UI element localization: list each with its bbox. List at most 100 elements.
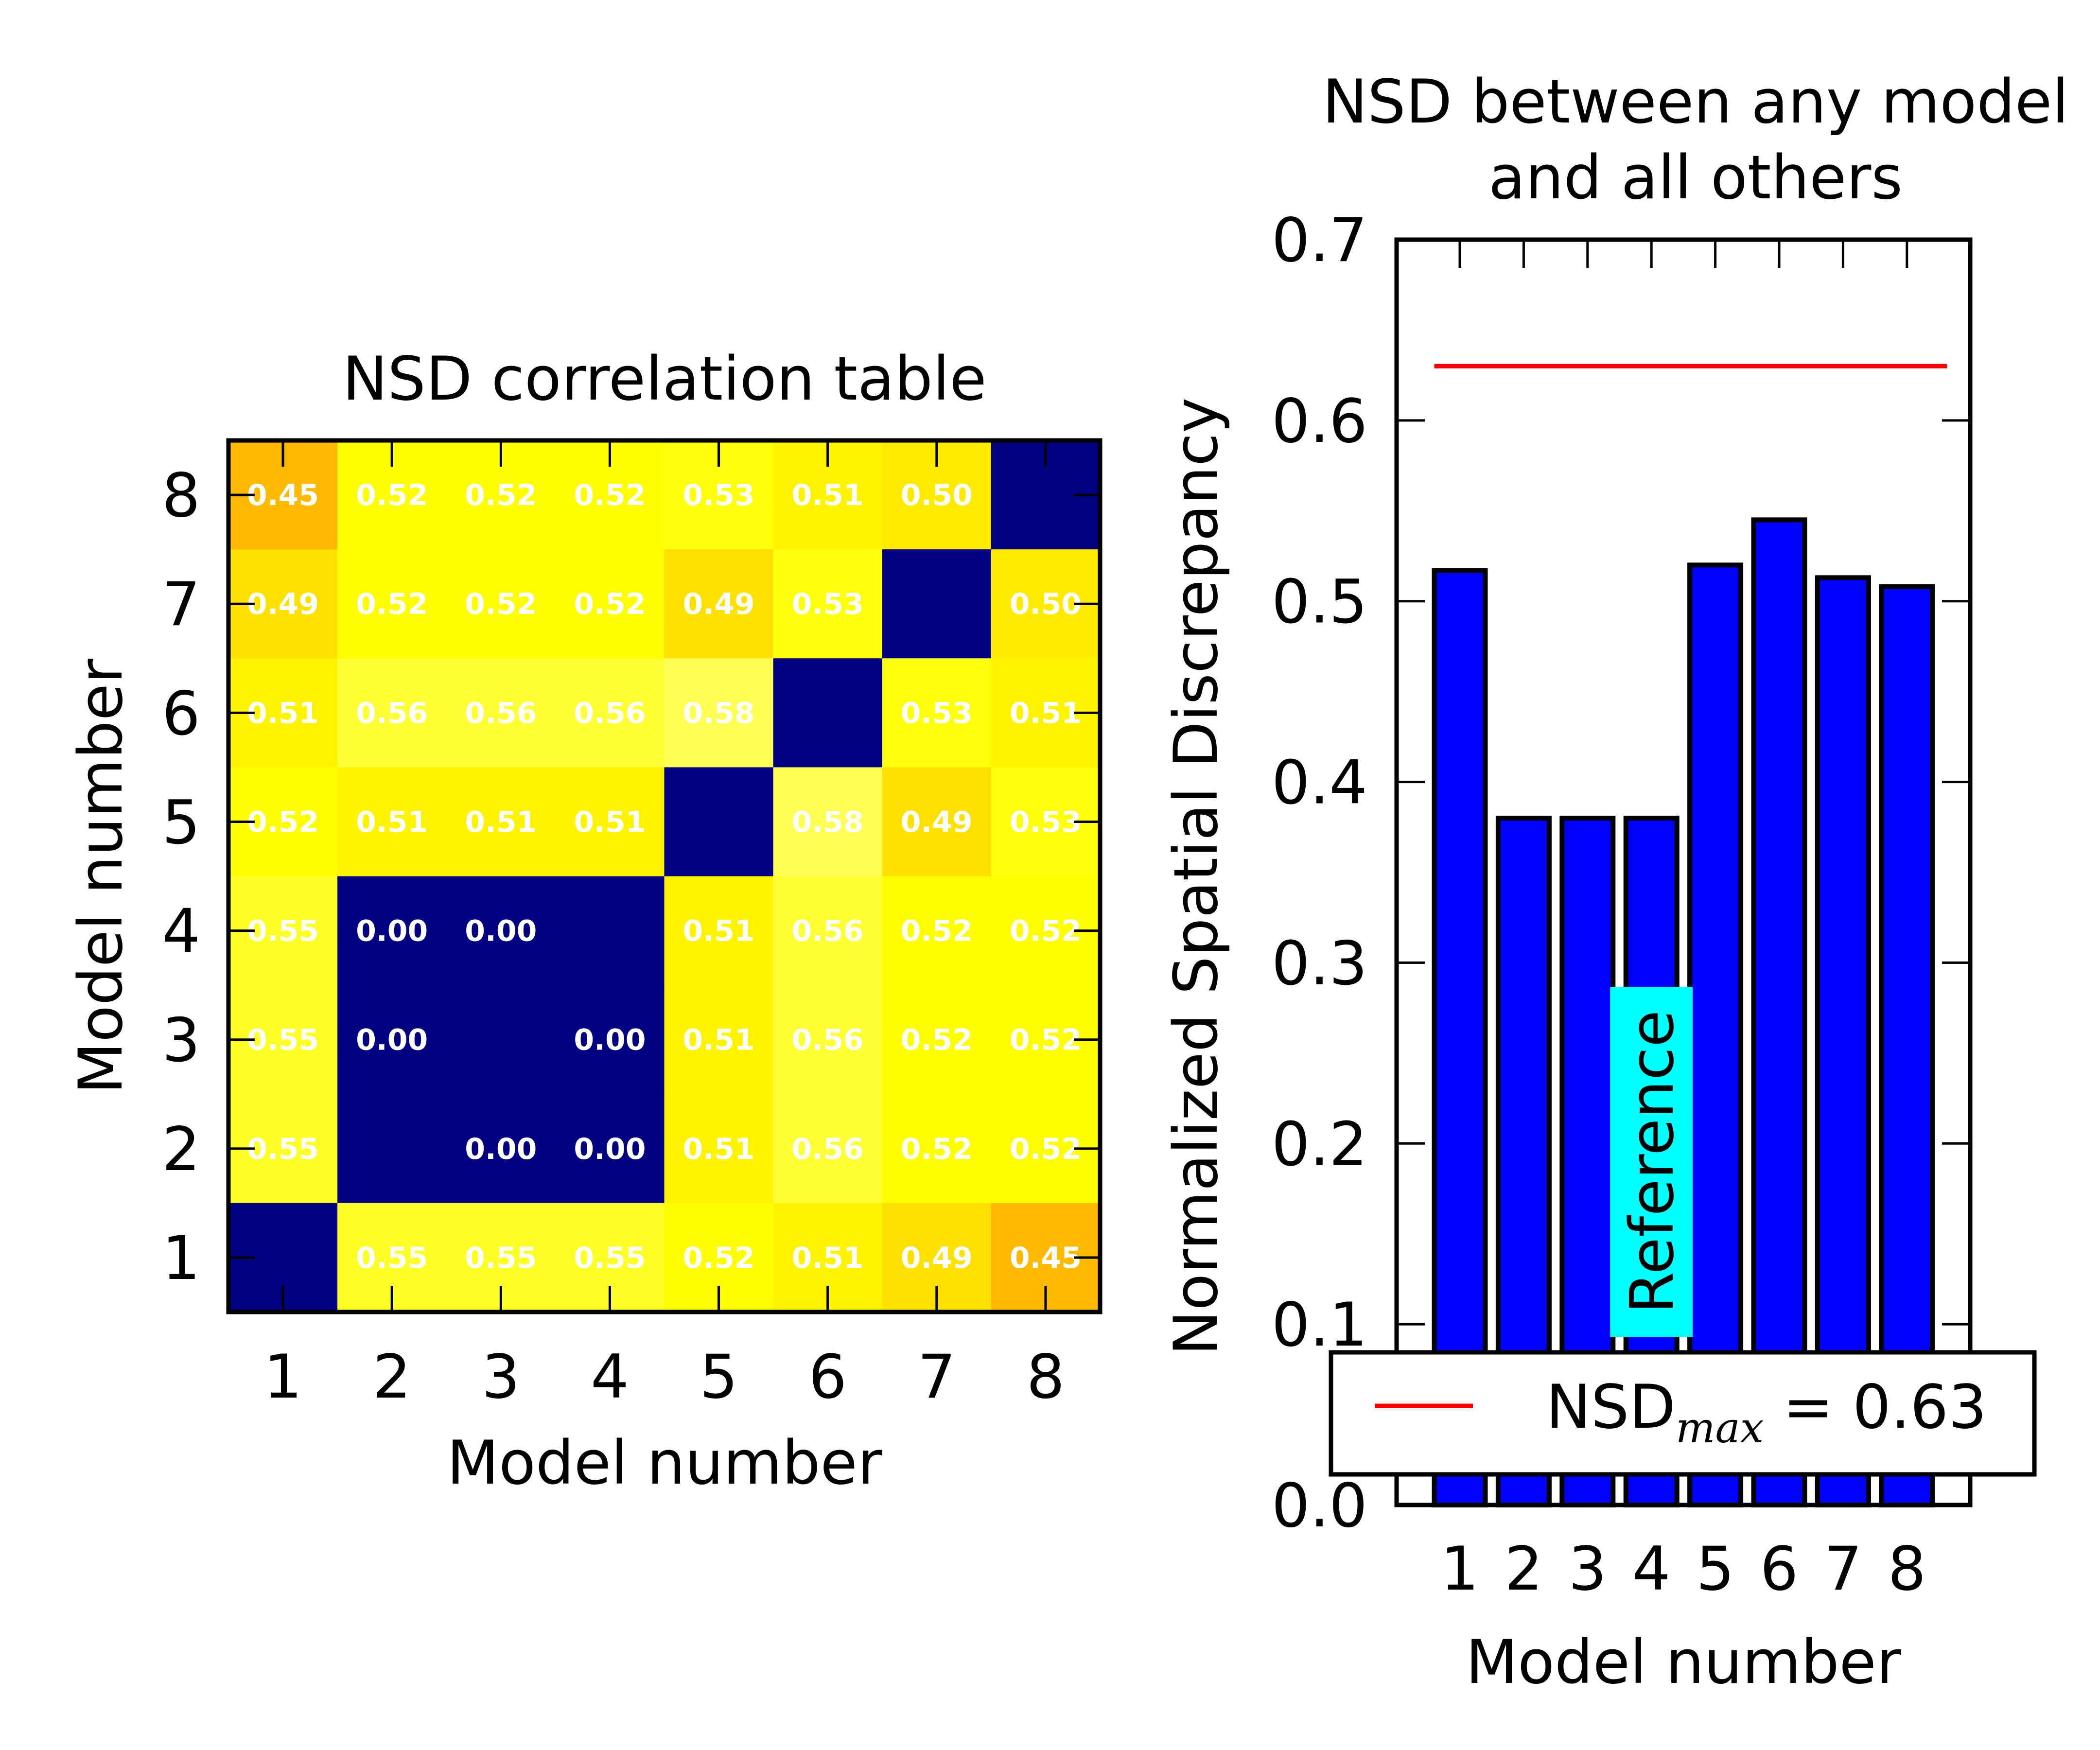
legend-subscript: max [1676, 1404, 1764, 1452]
heatmap-xtick-label: 6 [808, 1342, 847, 1412]
heatmap-xtick-label: 1 [264, 1342, 302, 1412]
bar-ytick-label: 0.1 [1272, 1290, 1367, 1360]
bar-ytick-label: 0.5 [1272, 567, 1367, 637]
heatmap-cell-label: 0.45 [1010, 1241, 1082, 1275]
bar-ytick-label: 0.7 [1272, 206, 1367, 276]
bar-title-line-1: NSD between any model [1322, 67, 2068, 137]
heatmap-cell-label: 0.56 [574, 696, 646, 730]
heatmap-cell-label: 0.53 [1010, 805, 1082, 839]
heatmap-cell-label: 0.00 [574, 1023, 646, 1057]
heatmap-cell-label: 0.49 [901, 805, 973, 839]
heatmap-cell-label: 0.52 [1010, 1132, 1082, 1166]
heatmap-cell-label: 0.53 [683, 478, 755, 512]
heatmap-cell [337, 876, 447, 986]
heatmap-cell-label: 0.49 [901, 1241, 973, 1275]
heatmap-cell [664, 1094, 774, 1204]
heatmap-cell [555, 658, 665, 768]
reference-box [1610, 987, 1693, 1337]
heatmap-cell [882, 658, 992, 768]
heatmap-cell-label: 0.56 [356, 696, 428, 730]
bar-ytick-label: 0.2 [1272, 1109, 1367, 1179]
heatmap-ytick-label: 2 [162, 1115, 200, 1185]
heatmap-cell-label: 0.53 [901, 696, 973, 730]
heatmap-cell [337, 767, 447, 876]
bar-ytick-label: 0.6 [1272, 386, 1367, 456]
heatmap-cell-label: 0.52 [1010, 914, 1082, 948]
heatmap-cell-label: 0.52 [901, 914, 973, 948]
heatmap-cell-label: 0.52 [356, 478, 428, 512]
heatmap-cell-label: 0.51 [356, 805, 428, 839]
heatmap-panel: NSD correlation table 0.45 0.52 0.52 0.52 0.… [66, 344, 1102, 1498]
heatmap-cell-label: 0.51 [1010, 696, 1082, 730]
heatmap-cell-label: 0.51 [683, 1023, 755, 1057]
heatmap-cell [664, 985, 774, 1095]
heatmap-ytick-label: 8 [162, 461, 200, 531]
heatmap-cell [446, 767, 556, 876]
heatmap-ytick-label: 4 [162, 897, 200, 967]
heatmap-cell-label: 0.00 [356, 914, 428, 948]
heatmap-frame [226, 438, 1102, 1314]
heatmap-cell [555, 549, 665, 659]
heatmap-ytick-label: 1 [162, 1224, 200, 1294]
heatmap-xtick-label: 2 [373, 1342, 411, 1412]
heatmap-cell-label: 0.51 [574, 805, 646, 839]
heatmap-cell-label: 0.56 [792, 1023, 864, 1057]
legend-suffix: = 0.63 [1764, 1372, 1987, 1442]
heatmap-cell-label: 0.53 [792, 587, 864, 621]
heatmap-cell-label: 0.00 [356, 1023, 428, 1057]
heatmap-ytick-label: 7 [162, 570, 200, 640]
heatmap-ytick-label: 5 [162, 788, 200, 858]
bar-xtick-label: 3 [1568, 1534, 1607, 1604]
legend-label: NSDmax = 0.63 [1546, 1372, 1987, 1452]
heatmap-cell-label: 0.58 [792, 805, 864, 839]
heatmap-cell [446, 1094, 556, 1204]
bar-ytick-label: 0.3 [1272, 928, 1367, 998]
heatmap-cell [773, 1094, 883, 1204]
bar-xtick-label: 2 [1505, 1534, 1543, 1604]
heatmap-cell [773, 985, 883, 1095]
heatmap-cell-label: 0.52 [465, 478, 537, 512]
heatmap-cell-label: 0.52 [901, 1132, 973, 1166]
heatmap-cells [228, 440, 1101, 1312]
heatmap-cell [555, 985, 665, 1095]
heatmap-cell [882, 876, 992, 986]
heatmap-cell-label: 0.52 [247, 805, 319, 839]
heatmap-cell-label: 0.45 [247, 478, 319, 512]
heatmap-ylabel: Model number [66, 659, 136, 1094]
heatmap-xtick-label: 8 [1026, 1342, 1065, 1412]
heatmap-cell [446, 549, 556, 659]
heatmap-cell-label: 0.51 [792, 1241, 864, 1275]
bar-ytick-label: 0.0 [1272, 1471, 1367, 1541]
heatmap-cell-label: 0.52 [901, 1023, 973, 1057]
heatmap-cell [664, 767, 774, 876]
heatmap-cell-label: 0.51 [683, 914, 755, 948]
heatmap-cell-label: 0.56 [792, 914, 864, 948]
heatmap-ytick-label: 6 [162, 679, 200, 749]
heatmap-cell-label: 0.50 [1010, 587, 1082, 621]
heatmap-cell-label: 0.00 [465, 1132, 537, 1166]
legend-prefix: NSD [1546, 1372, 1676, 1442]
heatmap-cell-label: 0.51 [683, 1132, 755, 1166]
heatmap-cell [882, 1094, 992, 1204]
bar-xtick-label: 6 [1760, 1534, 1799, 1604]
reference-annotation: Reference [1610, 987, 1693, 1337]
heatmap-cell-label: 0.51 [792, 478, 864, 512]
heatmap-cell [773, 876, 883, 986]
heatmap-xtick-label: 3 [482, 1342, 520, 1412]
bar-xtick-label: 5 [1696, 1534, 1734, 1604]
bar-xlabel: Model number [1466, 1628, 1901, 1698]
heatmap-cell-label: 0.52 [1010, 1023, 1082, 1057]
heatmap-cell-label: 0.52 [465, 587, 537, 621]
heatmap-cell [882, 549, 992, 659]
bar-ticks: 1 2 3 4 5 6 7 8 0.0 0.1 0.2 0.3 0.4 0.5 0.6 0.7 [1272, 206, 1970, 1604]
bar-xtick-label: 4 [1632, 1534, 1671, 1604]
heatmap-cell-label: 0.00 [465, 914, 537, 948]
heatmap-cell-label: 0.56 [465, 696, 537, 730]
heatmap-cell-label: 0.55 [465, 1241, 537, 1275]
bar-xtick-label: 8 [1888, 1534, 1926, 1604]
heatmap-cell-label: 0.55 [574, 1241, 646, 1275]
heatmap-cell-label: 0.52 [683, 1241, 755, 1275]
heatmap-cell-labels: 0.45 0.52 0.52 0.52 0.53 0.51 0.50 0.49 0.52 0.52… [247, 478, 1082, 1275]
